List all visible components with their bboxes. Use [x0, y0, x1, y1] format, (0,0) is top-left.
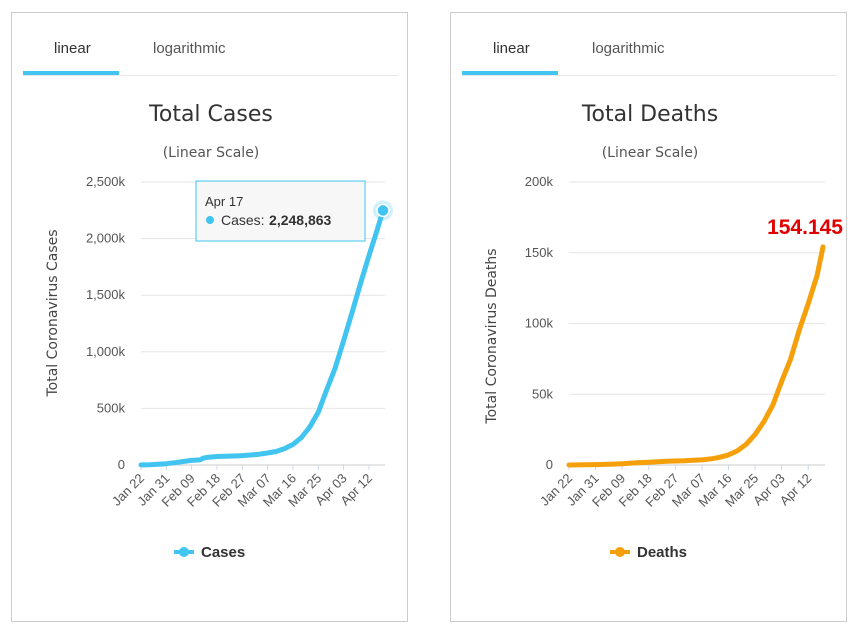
y-tick-label: 500k [97, 400, 126, 415]
y-axis-ticks: 0 50k 100k 150k 200k [525, 174, 554, 472]
scale-tabs: linear logarithmic [23, 13, 398, 76]
active-tab-indicator [23, 71, 119, 75]
legend-item-cases[interactable]: Cases [174, 544, 245, 561]
scale-tabs: linear logarithmic [462, 13, 837, 76]
series-line-cases[interactable] [138, 207, 386, 468]
tooltip-text: Cases: 2,248,863 [221, 212, 332, 229]
latest-value-annotation: 154.145 [767, 216, 843, 239]
tooltip: Apr 17 Cases: 2,248,863 [195, 180, 366, 242]
chart-subtitle: (Linear Scale) [602, 145, 699, 161]
y-tick-label: 1,500k [86, 287, 126, 302]
active-tab-indicator [462, 71, 558, 75]
tooltip-label: Cases: [221, 212, 265, 228]
tab-linear[interactable]: linear [493, 40, 530, 57]
chart-subtitle: (Linear Scale) [163, 145, 260, 161]
series-layer [566, 244, 826, 468]
y-tick-label: 200k [525, 174, 554, 189]
y-tick-label: 150k [525, 245, 554, 260]
tooltip-date: Apr 17 [205, 194, 243, 209]
chart-title: Total Deaths [581, 102, 718, 127]
tab-logarithmic[interactable]: logarithmic [592, 40, 665, 57]
tooltip-series-marker [206, 216, 214, 224]
legend-marker [179, 547, 189, 557]
series-layer [138, 207, 386, 468]
y-axis-ticks: 0 500k 1,000k 1,500k 2,000k 2,500k [86, 174, 126, 472]
legend-marker [615, 547, 625, 557]
tab-linear[interactable]: linear [54, 40, 91, 57]
chart-title: Total Cases [148, 102, 273, 127]
hover-marker[interactable] [376, 203, 390, 218]
y-tick-label: 100k [525, 316, 554, 331]
y-axis-title: Total Coronavirus Cases [45, 229, 61, 397]
tooltip-box [195, 180, 366, 242]
y-tick-label: 0 [546, 457, 553, 472]
deaths-chart-panel: linear logarithmic Total Deaths (Linear … [450, 12, 847, 622]
series-line-deaths[interactable] [566, 244, 826, 468]
y-tick-label: 50k [532, 386, 553, 401]
tab-logarithmic[interactable]: logarithmic [153, 40, 226, 57]
tooltip-value: 2,248,863 [269, 212, 331, 228]
cases-line-chart: Total Cases (Linear Scale) Total Coronav… [45, 102, 393, 561]
legend-item-deaths[interactable]: Deaths [610, 544, 687, 561]
legend-label: Cases [201, 544, 245, 561]
y-tick-label: 2,000k [86, 231, 126, 246]
y-tick-label: 2,500k [86, 174, 126, 189]
y-axis-title: Total Coronavirus Deaths [484, 248, 500, 424]
y-tick-label: 1,000k [86, 344, 126, 359]
deaths-line-chart: Total Deaths (Linear Scale) Total Corona… [484, 102, 843, 561]
y-tick-label: 0 [118, 457, 125, 472]
cases-chart-panel: linear logarithmic Total Cases (Linear S… [11, 12, 408, 622]
legend-label: Deaths [637, 544, 687, 561]
